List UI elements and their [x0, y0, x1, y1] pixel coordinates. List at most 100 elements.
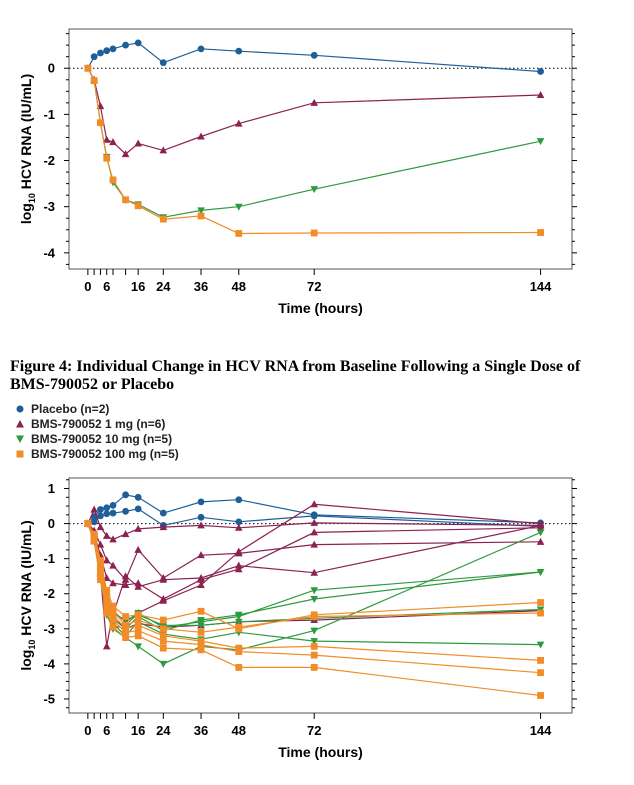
data-point	[234, 119, 243, 127]
data-point	[235, 644, 243, 652]
legend-item-placebo: Placebo (n=2)	[14, 401, 179, 416]
data-point	[537, 656, 544, 664]
legend-label-10mg: BMS-790052 10 mg (n=5)	[31, 431, 173, 446]
y-axis-label-rest: HCV RNA (IU/mL)	[18, 74, 34, 193]
data-point	[159, 509, 167, 517]
data-point	[97, 119, 104, 127]
data-point	[235, 47, 243, 55]
data-point	[97, 506, 104, 513]
plot-frame	[68, 477, 573, 714]
data-point	[310, 638, 319, 646]
data-point	[310, 500, 319, 508]
data-point	[109, 176, 117, 184]
x-tick-label: 144	[530, 279, 552, 294]
data-point	[197, 573, 205, 581]
series-line	[87, 523, 541, 630]
data-point	[197, 212, 205, 220]
data-point	[310, 98, 319, 106]
data-point	[310, 587, 319, 595]
data-point	[234, 618, 243, 626]
y-axis-label-prefix: log	[18, 203, 34, 224]
legend-marker-1mg	[16, 419, 24, 427]
series-line	[87, 523, 541, 600]
data-point	[134, 643, 142, 651]
data-point	[310, 518, 319, 526]
series-17	[84, 520, 544, 699]
data-point	[310, 627, 319, 635]
data-point	[197, 646, 205, 654]
data-point	[134, 202, 142, 210]
data-point	[310, 186, 319, 194]
data-point	[197, 498, 205, 506]
data-point	[134, 545, 142, 553]
data-point	[197, 551, 205, 559]
data-point	[234, 611, 243, 619]
square-marker-icon	[16, 450, 24, 457]
legend-label-1mg: BMS-790052 1 mg (n=6)	[31, 416, 166, 431]
data-point	[134, 139, 142, 147]
y-axis-label-subscript: 10	[27, 640, 37, 650]
data-point	[235, 496, 243, 504]
data-point	[536, 138, 545, 146]
triangle-up-marker-icon	[16, 419, 24, 427]
x-tick-label: 48	[232, 723, 246, 738]
data-point	[97, 557, 104, 564]
data-point	[134, 611, 142, 619]
data-point	[122, 507, 129, 515]
data-point	[234, 561, 243, 569]
data-point	[103, 504, 111, 512]
data-point	[536, 569, 545, 576]
data-point	[197, 628, 205, 636]
data-point	[90, 53, 98, 61]
data-point	[310, 613, 318, 620]
data-point	[97, 562, 104, 570]
series-line	[87, 67, 541, 218]
data-point	[159, 575, 168, 583]
triangle-down-marker-icon	[16, 435, 24, 443]
circle-marker-icon	[16, 405, 24, 412]
data-point	[134, 493, 142, 501]
x-tick-label: 24	[156, 723, 171, 738]
data-point	[537, 609, 544, 617]
legend-label-100mg: BMS-790052 100 mg (n=5)	[31, 446, 179, 461]
data-point	[109, 611, 117, 619]
legend-item-1mg: BMS-790052 1 mg (n=6)	[14, 416, 179, 431]
data-point	[234, 565, 243, 573]
y-axis-label-prefix: log	[18, 650, 34, 671]
x-tick-label: 36	[194, 279, 208, 294]
series-0	[84, 39, 544, 75]
data-point	[134, 616, 142, 624]
data-point	[235, 664, 243, 671]
data-point	[234, 523, 243, 531]
data-point	[159, 616, 167, 624]
data-point	[109, 623, 117, 631]
y-tick-label: -1	[43, 107, 55, 122]
series-3	[84, 64, 544, 237]
data-point	[159, 596, 168, 604]
data-point	[96, 540, 105, 548]
data-point	[121, 530, 130, 538]
data-point	[235, 623, 243, 631]
data-point	[90, 77, 98, 85]
data-point	[197, 607, 205, 615]
x-tick-label: 0	[84, 723, 91, 738]
data-point	[159, 146, 168, 154]
data-point	[122, 196, 129, 204]
data-point	[109, 579, 117, 587]
data-point	[310, 512, 318, 520]
y-axis-label-subscript: 10	[27, 193, 37, 203]
data-point	[102, 556, 111, 564]
data-point	[310, 528, 319, 536]
data-point	[197, 637, 205, 645]
data-point	[310, 568, 319, 576]
data-point	[103, 510, 111, 518]
data-point	[536, 537, 545, 545]
data-point	[310, 229, 318, 237]
x-tick-label: 16	[131, 723, 145, 738]
legend-item-100mg: BMS-790052 100 mg (n=5)	[14, 446, 179, 461]
data-point	[109, 607, 117, 615]
data-point	[197, 580, 205, 588]
data-point	[235, 230, 243, 237]
y-tick-label: -4	[43, 656, 55, 671]
y-tick-label: -4	[43, 245, 55, 260]
